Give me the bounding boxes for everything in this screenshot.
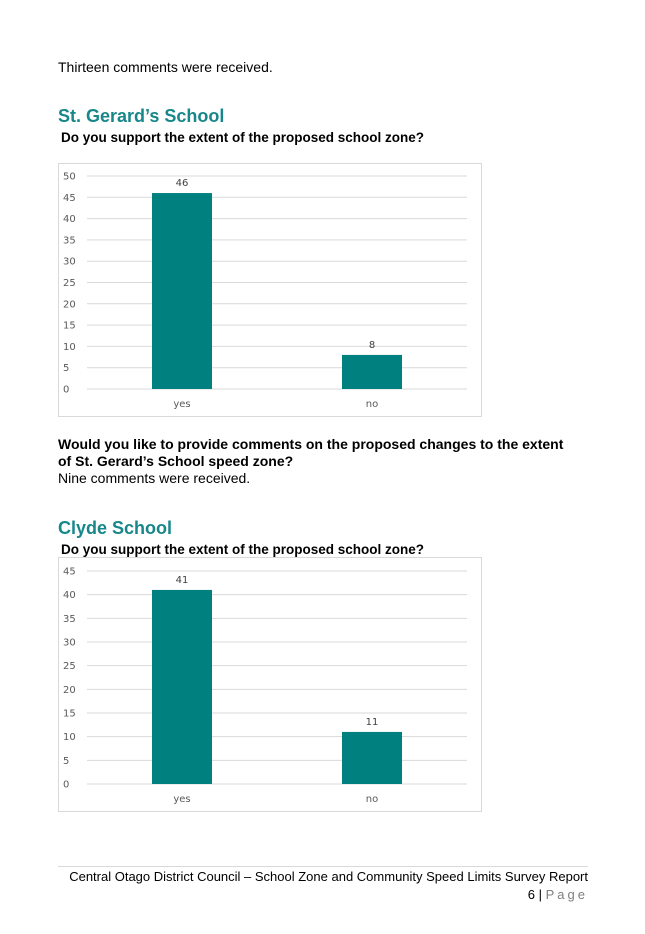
y-tick-label: 10 (63, 342, 76, 353)
x-category-label: no (366, 794, 378, 805)
y-tick-label: 20 (63, 685, 76, 696)
chart-st-gerards-svg: 0 5 10 15 20 25 30 35 40 45 50 46 yes 8 no (63, 172, 467, 410)
data-label: 8 (369, 340, 375, 351)
footer-divider (58, 866, 588, 867)
x-category-label: yes (173, 399, 190, 410)
y-tick-label: 40 (63, 214, 76, 225)
intro-text: Thirteen comments were received. (58, 59, 273, 75)
bar-no (342, 731, 402, 784)
page-number: 6 (527, 887, 535, 902)
y-tick-label: 25 (63, 661, 76, 672)
y-tick-label: 5 (63, 756, 69, 767)
comments-result: Nine comments were received. (58, 470, 251, 486)
comments-question: Would you like to provide comments on th… (58, 436, 564, 469)
footer-page: 6 | Page (528, 887, 588, 902)
y-tick-label: 10 (63, 732, 76, 743)
chart-clyde-svg: 0 5 10 15 20 25 30 35 40 45 41 yes 11 no (63, 567, 467, 805)
question-st-gerards: Do you support the extent of the propose… (61, 130, 425, 145)
page-word: Page (545, 887, 588, 902)
chart-st-gerards: 0 5 10 15 20 25 30 35 40 45 50 46 yes 8 no (58, 163, 482, 417)
data-label: 11 (366, 717, 379, 728)
footer-title: Central Otago District Council – School … (69, 869, 588, 884)
section-heading-st-gerards: St. Gerard’s School (58, 106, 225, 126)
y-tick-label: 45 (63, 567, 76, 578)
y-tick-label: 30 (63, 257, 76, 268)
y-tick-label: 0 (63, 780, 69, 791)
page-separator: | (538, 887, 542, 902)
x-category-label: no (366, 399, 378, 410)
y-tick-label: 50 (63, 172, 76, 183)
data-label: 41 (176, 575, 189, 586)
y-tick-label: 40 (63, 590, 76, 601)
y-tick-label: 0 (63, 385, 69, 396)
x-category-label: yes (173, 794, 190, 805)
y-tick-label: 45 (63, 193, 76, 204)
y-tick-label: 25 (63, 278, 76, 289)
bar-yes (152, 589, 212, 784)
y-tick-label: 35 (63, 235, 76, 246)
y-tick-label: 15 (63, 321, 76, 332)
bar-yes (152, 193, 212, 389)
bar-no (342, 354, 402, 389)
y-tick-label: 15 (63, 709, 76, 720)
section-heading-clyde: Clyde School (58, 518, 173, 538)
data-label: 46 (176, 178, 189, 189)
y-tick-label: 30 (63, 638, 76, 649)
chart-clyde: 0 5 10 15 20 25 30 35 40 45 41 yes 11 no (58, 557, 482, 812)
question-clyde: Do you support the extent of the propose… (61, 542, 425, 557)
y-tick-label: 5 (63, 363, 69, 374)
y-tick-label: 35 (63, 614, 76, 625)
y-tick-label: 20 (63, 299, 76, 310)
